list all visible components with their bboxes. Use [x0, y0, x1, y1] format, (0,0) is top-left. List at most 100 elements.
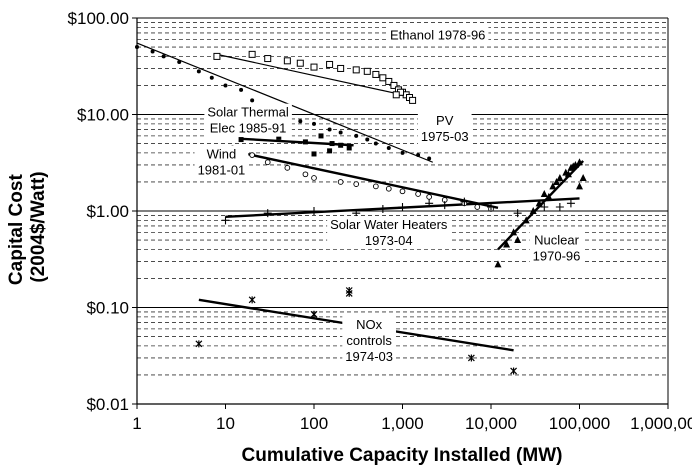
nuclear-point	[545, 192, 553, 200]
pv-point	[365, 137, 370, 142]
x-tick-label: 1	[132, 414, 141, 433]
trend-line	[232, 149, 499, 209]
wind-point	[426, 194, 432, 200]
x-tick-label: 100	[300, 414, 328, 433]
x-axis-title: Cumulative Capacity Installed (MW)	[242, 445, 563, 466]
ethanol-point	[264, 55, 272, 63]
series-annotation: NOx controls 1974-03	[342, 315, 397, 365]
solar-thermal-point	[311, 151, 317, 157]
solar-water-heater-point	[540, 203, 549, 212]
wind-point	[284, 164, 291, 171]
wind-point	[399, 188, 406, 195]
nox-point	[345, 289, 353, 297]
pv-point	[416, 153, 421, 158]
ethanol-point	[409, 96, 417, 104]
pv-point	[150, 49, 155, 54]
nuclear-point	[510, 228, 518, 236]
solar-water-heater-point	[221, 216, 230, 225]
ethanol-point	[337, 64, 345, 72]
nuclear-point	[540, 190, 548, 198]
x-tick-label: 10,000	[465, 414, 517, 433]
annotation-line: PV	[436, 113, 454, 128]
nox-point	[510, 367, 518, 375]
solar-water-heater-point	[378, 204, 387, 213]
pv-point	[373, 141, 378, 146]
nuclear-point	[494, 260, 502, 268]
annotation-background	[417, 111, 472, 145]
annotation-background	[204, 103, 292, 137]
solar-water-heater-point	[460, 197, 469, 206]
y-axis-title-line-1: Capital Cost	[6, 174, 27, 286]
tick-labels: 1 10 100 1,000 10,000 100,000 1,000,000 $100.00…	[68, 9, 692, 433]
y-tick-label: $1.00	[86, 202, 129, 221]
pv-point	[338, 130, 343, 135]
solar-water-heater-point	[352, 209, 361, 218]
annotation-text: Solar Water Heaters 1973-04	[330, 217, 448, 248]
annotation-line: Solar Thermal	[207, 105, 289, 120]
nuclear-point	[522, 216, 530, 224]
solar-water-heater-point	[566, 199, 575, 208]
pv-point	[312, 121, 316, 126]
solar-thermal-point	[338, 142, 344, 148]
solar-water-heater-point	[263, 209, 272, 218]
series-annotation: Wind 1981-01	[194, 145, 249, 179]
series-annotations: Ethanol 1978-96 Solar Thermal Elec 1985-91…	[194, 26, 584, 365]
annotation-line: NOx	[356, 317, 383, 332]
x-tick-label: 1,000,000	[630, 414, 692, 433]
wind-point	[311, 175, 317, 181]
nuclear-point	[579, 173, 587, 181]
series-annotation: Nuclear 1970-96	[529, 231, 584, 265]
annotation-text: Ethanol 1978-96	[390, 27, 485, 42]
nuclear-point	[535, 199, 543, 207]
pv-point	[250, 98, 255, 103]
solar-water-heater-point	[487, 203, 495, 212]
nuclear-point	[576, 158, 583, 166]
pv-point	[177, 59, 182, 64]
trend-line	[241, 137, 354, 147]
nuclear-point	[556, 173, 564, 181]
annotation-background	[529, 231, 584, 265]
wind-point	[302, 171, 309, 178]
pv-point	[209, 75, 214, 80]
pv-point	[427, 156, 432, 161]
wind-point	[415, 191, 421, 197]
nuclear-point	[514, 236, 522, 244]
series-annotation: PV 1975-03	[417, 111, 472, 145]
nox-point	[195, 340, 203, 348]
annotation-background	[327, 216, 451, 250]
nuclear-point	[576, 182, 583, 190]
series-annotation: Solar Water Heaters 1973-04	[327, 216, 451, 250]
pv-point	[161, 54, 166, 59]
wind-point	[264, 159, 271, 166]
nox-point	[310, 310, 318, 318]
nox-point	[248, 296, 256, 304]
nuclear-point	[503, 240, 511, 248]
annotation-line: Wind	[207, 146, 237, 161]
axes	[132, 17, 669, 409]
annotation-line: 1970-96	[533, 248, 581, 263]
wind-point	[373, 183, 379, 190]
wind-point	[385, 185, 392, 192]
nuclear-point	[529, 207, 537, 214]
pv-point	[239, 87, 244, 92]
x-tick-label: 10	[216, 414, 235, 433]
solar-thermal-point	[238, 137, 244, 143]
wind-point	[337, 179, 344, 185]
solar-water-heater-point	[555, 203, 564, 212]
ethanol-point	[385, 77, 393, 85]
solar-thermal-point	[318, 133, 324, 139]
wind-point	[249, 152, 255, 158]
ethanol-point	[379, 74, 387, 82]
ethanol-point	[352, 66, 360, 74]
pv-point	[354, 133, 359, 138]
ethanol-point	[248, 50, 256, 58]
y-axis-title-line-2: (2004$/Watt)	[28, 171, 49, 282]
annotation-text: PV 1975-03	[421, 113, 469, 144]
annotation-text: NOx controls 1974-03	[345, 317, 393, 364]
wind-point	[353, 181, 360, 187]
nox-point	[467, 354, 475, 362]
nuclear-point	[569, 162, 577, 170]
y-tick-label: $10.00	[77, 106, 129, 125]
ethanol-point	[372, 70, 380, 78]
